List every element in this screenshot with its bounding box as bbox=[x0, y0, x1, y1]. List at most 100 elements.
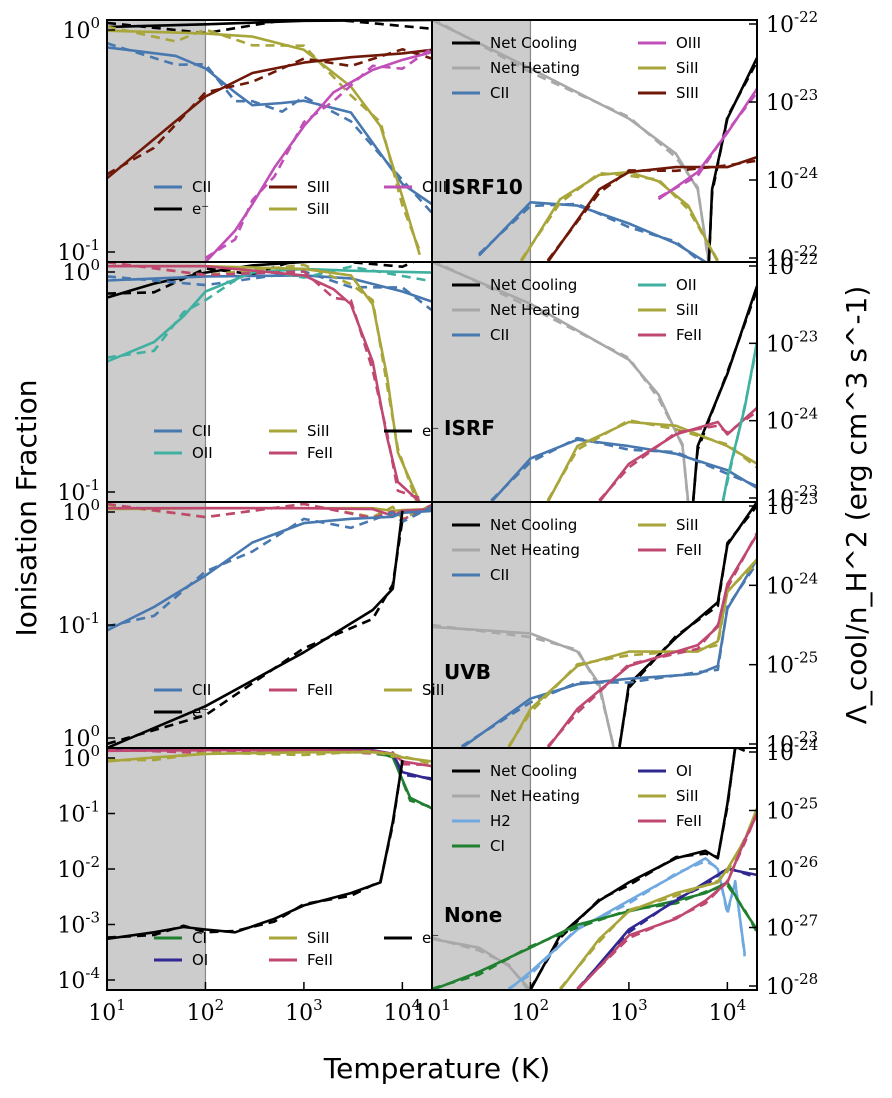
legend-label-cii: CII bbox=[490, 326, 509, 344]
left-y-tick-label: 100 bbox=[62, 722, 100, 752]
legend-label-h2: H2 bbox=[490, 812, 511, 830]
series-cii-noneq-line bbox=[107, 505, 432, 628]
right-panel-series bbox=[432, 20, 757, 262]
row-isrf: ISRF 100 10-1 10-22 10-23 10-24 10-23 CII SiII e⁻… bbox=[57, 250, 818, 512]
left-panel-series bbox=[107, 748, 432, 941]
panel-label: ISRF bbox=[444, 416, 495, 440]
series-e-noneq-line bbox=[107, 262, 417, 295]
series-e-noneq-line bbox=[107, 20, 432, 35]
shaded-region-right bbox=[432, 502, 531, 748]
shaded-region-left bbox=[107, 262, 206, 502]
series-siii-line bbox=[546, 155, 757, 262]
right-y-tick-label: 10-23 bbox=[766, 327, 818, 357]
right-y-tick-label: 10-24 bbox=[766, 405, 818, 435]
right-y-tick-label: 10-23 bbox=[766, 86, 818, 116]
series-feii-line bbox=[107, 264, 421, 502]
series-feii-noneq-line bbox=[546, 532, 757, 748]
left-y-tick-label: 100 bbox=[62, 742, 100, 772]
panel-label: None bbox=[444, 903, 502, 927]
x-tick-label: 104 bbox=[709, 996, 747, 1026]
left-y-tick-label: 10-1 bbox=[57, 798, 100, 828]
series-netcooling-line bbox=[707, 57, 757, 262]
legend-label-siii: SIII bbox=[676, 84, 699, 102]
series-netcooling-line bbox=[691, 285, 757, 502]
left-y-tick-label: 100 bbox=[62, 14, 100, 44]
x-tick-label: 102 bbox=[512, 996, 550, 1026]
right-y-tick-label: 10-27 bbox=[766, 912, 818, 942]
series-cii-noneq-line bbox=[107, 42, 432, 214]
shaded-region-right bbox=[432, 20, 531, 262]
legend-label-netcooling: Net Cooling bbox=[490, 516, 577, 534]
left-panel-series bbox=[107, 20, 432, 262]
x-tick-label: 104 bbox=[384, 996, 422, 1026]
series-siii-line bbox=[546, 420, 757, 502]
series-oiii-noneq-line bbox=[657, 91, 757, 199]
series-e-line bbox=[107, 262, 336, 299]
right-y-tick-label: 10-24 bbox=[766, 569, 818, 599]
x-tick-label: 101 bbox=[413, 996, 451, 1026]
legend-label-cii: CII bbox=[192, 422, 211, 440]
series-e-line bbox=[107, 761, 404, 941]
series-netcooling-line bbox=[529, 748, 745, 990]
row-none: None 100 10-1 10-2 10-3 10-4 10-24 10-25 10-26 10… bbox=[57, 736, 818, 1000]
left-panel-series bbox=[107, 502, 432, 748]
left-y-tick-label: 10-4 bbox=[57, 964, 100, 994]
legend-label-feii: FeII bbox=[676, 541, 702, 559]
x-axis-label: Temperature (K) bbox=[323, 1052, 550, 1085]
shaded-region-right bbox=[432, 262, 531, 502]
x-tick-label: 103 bbox=[285, 996, 323, 1026]
shaded-region-left bbox=[107, 20, 206, 262]
legend-label-feii: FeII bbox=[307, 681, 333, 699]
series-netcooling-noneq-line bbox=[529, 748, 746, 990]
x-tick-label: 101 bbox=[88, 996, 126, 1026]
series-siii-line bbox=[519, 170, 719, 262]
right-y-tick-label: 10-22 bbox=[766, 8, 818, 38]
series-feii-noneq-line bbox=[107, 262, 421, 500]
series-oiii-noneq-line bbox=[204, 47, 432, 260]
left-panel-series bbox=[107, 262, 432, 502]
series-ci-line bbox=[432, 881, 757, 990]
legend-label-netcooling: Net Cooling bbox=[490, 276, 577, 294]
legend-label-netcooling: Net Cooling bbox=[490, 34, 577, 52]
series-siii-line bbox=[559, 808, 757, 990]
shaded-region-left bbox=[107, 748, 206, 990]
left-y-tick-label: 100 bbox=[62, 496, 100, 526]
left-y-tick-label: 10-3 bbox=[57, 909, 100, 939]
legend-label-oi: OI bbox=[676, 762, 692, 780]
series-e-line bbox=[107, 510, 404, 748]
series-oiii-line bbox=[657, 88, 757, 201]
legend-label-siii: SiII bbox=[676, 59, 699, 77]
series-netcooling-line bbox=[618, 502, 757, 748]
x-tick-label: 102 bbox=[187, 996, 225, 1026]
legend-label-siii: SiII bbox=[676, 787, 699, 805]
legend-label-siii: SiII bbox=[676, 516, 699, 534]
legend-label-netcooling: Net Cooling bbox=[490, 762, 577, 780]
legend-label-oii: OII bbox=[676, 276, 697, 294]
legend-label-oiii: OIII bbox=[676, 34, 701, 52]
right-panel-series bbox=[432, 262, 757, 502]
legend-label-siii: SiII bbox=[307, 929, 330, 947]
series-oii-line bbox=[107, 267, 432, 363]
series-cii-noneq-line bbox=[107, 270, 432, 312]
right-panel-series bbox=[432, 502, 757, 748]
right-y-tick-label: 10-24 bbox=[766, 736, 818, 766]
legend-label-e: e⁻ bbox=[192, 703, 209, 721]
right-y-tick-label: 10-28 bbox=[766, 970, 818, 1000]
legend-label-siii: SIII bbox=[307, 178, 330, 196]
series-netheating-line bbox=[432, 937, 532, 990]
series-siii-noneq-line bbox=[107, 47, 432, 176]
right-axis-label: Λ_cool/n_H^2 (erg cm^3 s^-1) bbox=[840, 286, 873, 725]
legend-label-siii: SiII bbox=[307, 422, 330, 440]
series-siii-line bbox=[107, 48, 432, 180]
series-netheating-line bbox=[432, 20, 711, 262]
x-tick-label: 103 bbox=[610, 996, 648, 1026]
row-isrf10: ISRF10 100 10-1 10-22 10-23 10-24 10-22 CII SIII… bbox=[57, 8, 818, 272]
right-y-tick-label: 10-24 bbox=[766, 164, 818, 194]
series-cii-line bbox=[478, 201, 707, 262]
series-siii-noneq-line bbox=[107, 25, 421, 252]
right-y-tick-label: 10-22 bbox=[766, 242, 818, 272]
legend-label-siii: SiII bbox=[422, 681, 445, 699]
right-y-tick-label: 10-23 bbox=[766, 490, 818, 520]
panel-label: ISRF10 bbox=[444, 175, 523, 199]
